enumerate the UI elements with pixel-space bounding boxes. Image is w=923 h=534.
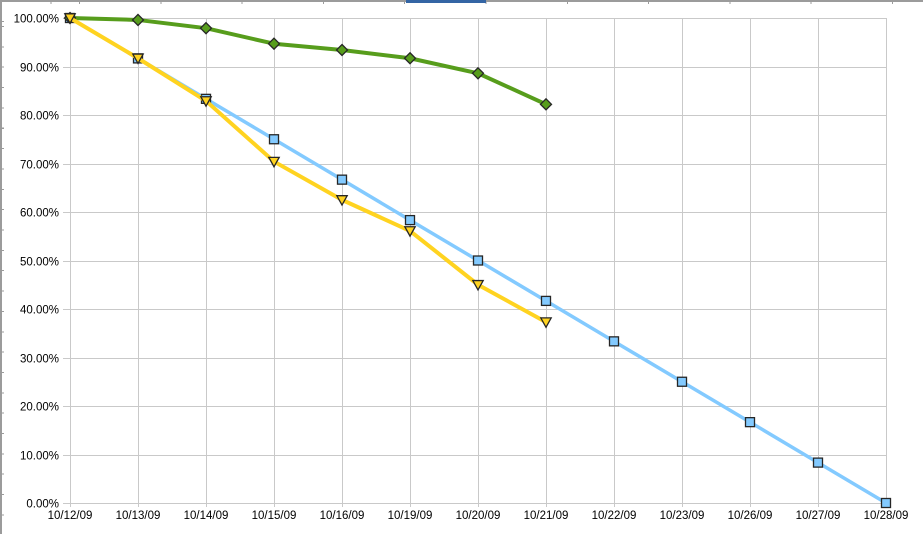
y-axis-label: 90.00% [20, 63, 59, 75]
marker-square [880, 497, 892, 509]
series-line-green-diamonds [68, 16, 548, 107]
y-axis-label: 0.00% [26, 499, 59, 511]
y-axis-label: 20.00% [20, 402, 59, 414]
marker-triangle-down [335, 195, 349, 207]
marker-square [540, 295, 552, 307]
marker-square [608, 336, 620, 347]
x-axis-label: 10/16/09 [320, 510, 365, 522]
x-axis-label: 10/15/09 [252, 510, 297, 522]
x-axis-label: 10/28/09 [864, 510, 909, 522]
x-axis-label: 10/13/09 [116, 510, 161, 522]
marker-diamond [335, 43, 349, 57]
y-axis-label: 100.00% [14, 14, 59, 26]
marker-diamond [471, 66, 485, 80]
marker-triangle-down [471, 279, 485, 292]
marker-square [336, 174, 348, 185]
y-axis-label: 30.00% [20, 354, 59, 366]
x-axis-label: 10/20/09 [456, 510, 501, 522]
x-axis-label: 10/27/09 [796, 510, 841, 522]
y-axis-label: 40.00% [20, 305, 59, 317]
x-axis-label: 10/12/09 [48, 510, 93, 522]
y-axis-label: 50.00% [20, 257, 59, 269]
sheet-row-ticks [0, 0, 4, 534]
marker-triangle-down [131, 53, 145, 65]
marker-square [472, 255, 484, 266]
grid [63, 18, 887, 507]
marker-diamond [199, 21, 213, 35]
x-axis-label: 10/22/09 [592, 510, 637, 522]
y-axis-label: 10.00% [20, 451, 59, 463]
sheet-left-edge [0, 0, 2, 534]
x-axis-label: 10/21/09 [524, 510, 569, 522]
series-line-actual-burndown-yellow-triangles [68, 16, 548, 325]
selected-cell-border [406, 0, 486, 3]
y-axis-label: 80.00% [20, 111, 59, 123]
marker-triangle-down [199, 96, 213, 108]
marker-triangle-down [403, 226, 417, 238]
marker-triangle-down [539, 317, 553, 329]
marker-diamond [403, 51, 417, 65]
x-axis-label: 10/14/09 [184, 510, 229, 522]
marker-diamond [267, 37, 281, 51]
marker-diamond [131, 13, 145, 27]
marker-square [404, 214, 416, 226]
series-actual-burndown-yellow-triangles [63, 13, 553, 329]
marker-triangle-down [267, 156, 281, 169]
y-axis-label: 60.00% [20, 208, 59, 220]
x-axis-label: 10/26/09 [728, 510, 773, 522]
marker-triangle-down [63, 13, 77, 25]
marker-square [676, 376, 688, 387]
marker-square [812, 457, 824, 468]
y-axis-label: 70.00% [20, 160, 59, 172]
x-axis-label: 10/23/09 [660, 510, 705, 522]
marker-diamond [539, 97, 553, 111]
x-axis-label: 10/19/09 [388, 510, 433, 522]
marker-square [744, 417, 756, 428]
marker-square [268, 134, 280, 145]
